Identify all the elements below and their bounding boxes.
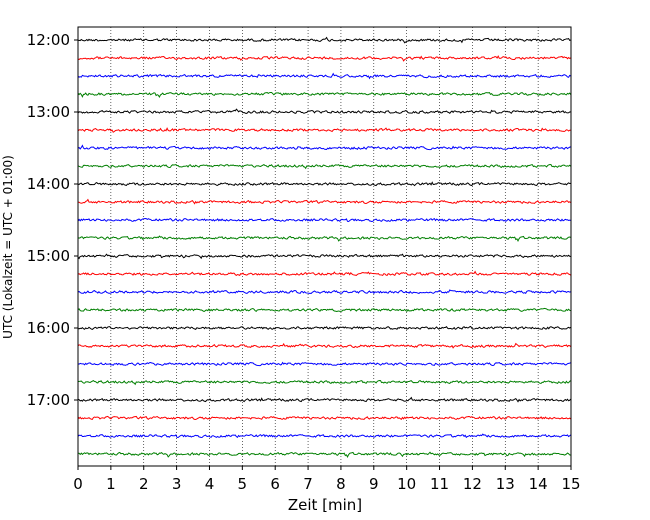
trace-1345 xyxy=(77,164,572,170)
y-tick-label: 14:00 xyxy=(27,175,70,193)
y-tick-label: 16:00 xyxy=(27,319,70,337)
trace-1645 xyxy=(77,380,572,386)
vertical-grid xyxy=(110,27,539,466)
trace-1230 xyxy=(77,72,572,80)
y-tick-label: 17:00 xyxy=(27,391,70,409)
y-tick-label: 13:00 xyxy=(27,103,70,121)
x-tick-label: 12 xyxy=(463,475,482,493)
trace-1415 xyxy=(77,198,572,205)
x-tick-label: 7 xyxy=(303,475,313,493)
trace-group xyxy=(77,36,572,459)
x-tick-label: 4 xyxy=(205,475,215,493)
trace-1545 xyxy=(77,307,571,313)
x-tick-label: 10 xyxy=(397,475,416,493)
x-tick-label: 0 xyxy=(73,475,83,493)
trace-1615 xyxy=(77,342,572,349)
x-tick-label: 1 xyxy=(106,475,116,493)
x-tick-label: 11 xyxy=(430,475,449,493)
x-tick-label: 15 xyxy=(561,475,580,493)
y-axis-label: UTC (Lokalzeit = UTC + 01:00) xyxy=(1,155,15,339)
trace-1500 xyxy=(77,253,571,260)
x-axis-ticks: 0 1 2 3 4 5 6 7 8 9 10 11 12 13 14 15 xyxy=(73,466,581,493)
trace-1300 xyxy=(77,108,571,115)
x-tick-label: 6 xyxy=(270,475,280,493)
plot-frame xyxy=(77,26,572,467)
trace-1330 xyxy=(77,144,571,151)
y-tick-label: 15:00 xyxy=(27,247,70,265)
x-tick-label: 8 xyxy=(336,475,346,493)
trace-1730 xyxy=(77,433,572,439)
trace-1445 xyxy=(77,235,571,243)
x-tick-label: 9 xyxy=(369,475,379,493)
x-tick-label: 2 xyxy=(139,475,149,493)
trace-1430 xyxy=(77,217,571,223)
trace-1530 xyxy=(77,289,571,295)
trace-1715 xyxy=(77,415,572,421)
trace-1600 xyxy=(77,325,572,330)
y-tick-label: 12:00 xyxy=(27,31,70,49)
trace-1215 xyxy=(77,55,572,62)
trace-1315 xyxy=(77,127,571,133)
trace-1400 xyxy=(77,181,571,187)
x-tick-label: 3 xyxy=(172,475,182,493)
x-tick-label: 14 xyxy=(529,475,548,493)
y-axis-ticks: 12:00 13:00 14:00 15:00 16:00 17:00 xyxy=(27,31,78,409)
trace-1245 xyxy=(77,91,572,98)
x-tick-label: 13 xyxy=(496,475,515,493)
trace-1700 xyxy=(77,396,572,403)
trace-1200 xyxy=(77,36,571,44)
trace-1745 xyxy=(77,451,571,459)
x-tick-label: 5 xyxy=(238,475,248,493)
x-axis-label: Zeit [min] xyxy=(288,496,362,514)
trace-1515 xyxy=(77,270,572,277)
trace-1630 xyxy=(77,361,571,367)
